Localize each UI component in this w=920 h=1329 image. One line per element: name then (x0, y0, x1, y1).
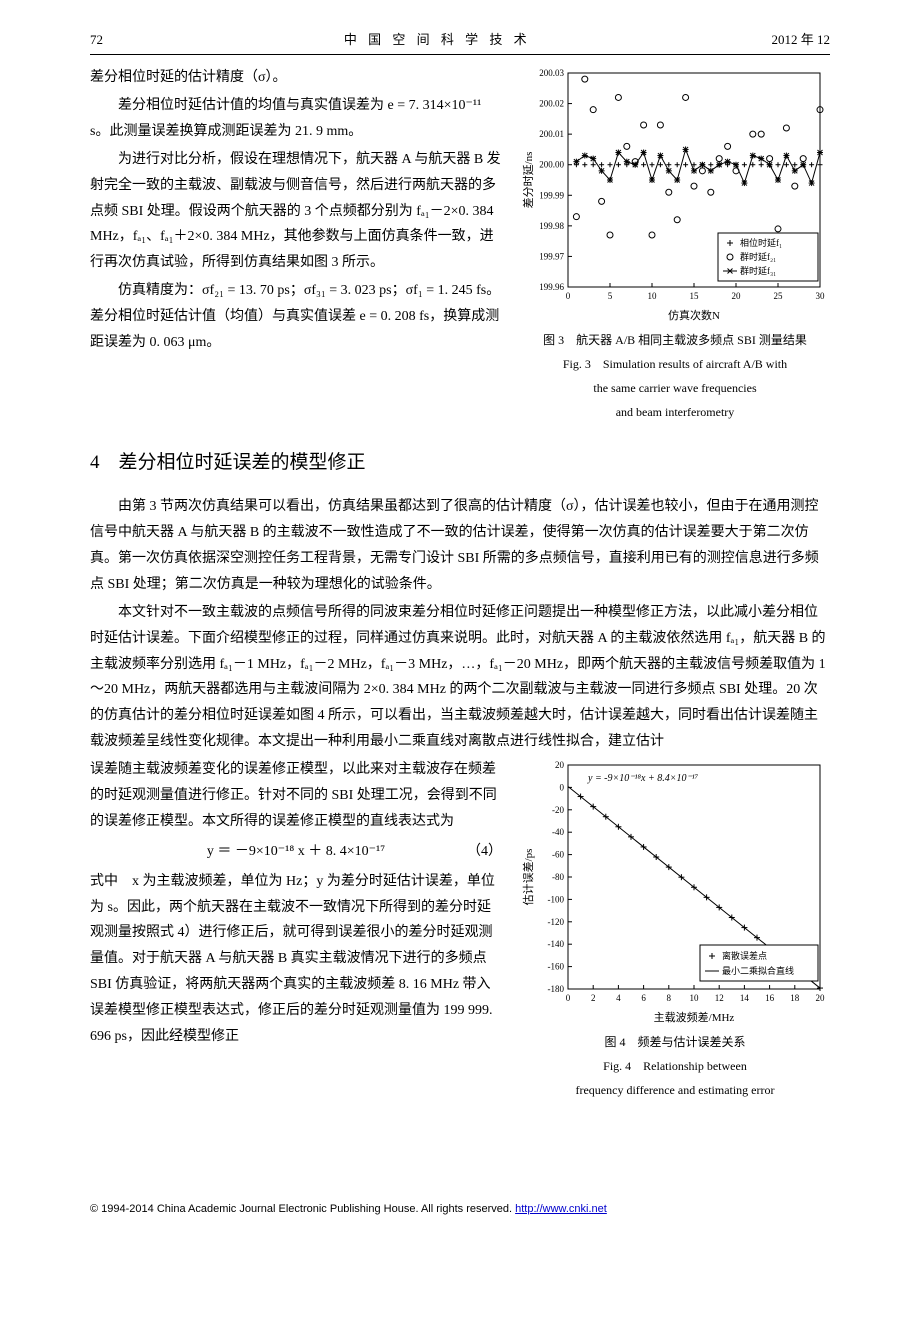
svg-text:离散误差点: 离散误差点 (722, 950, 767, 961)
svg-text:2: 2 (591, 993, 596, 1003)
paragraph: 仿真精度为：σf₂₁ = 13. 70 ps；σf₃₁ = 3. 023 ps；… (90, 278, 502, 356)
svg-text:200.02: 200.02 (539, 99, 564, 109)
svg-text:200.01: 200.01 (539, 129, 564, 139)
svg-text:-120: -120 (548, 917, 565, 927)
svg-text:-40: -40 (552, 827, 564, 837)
upper-content: 差分相位时延的估计精度（σ）。 差分相位时延估计值的均值与真实值误差为 e = … (90, 65, 830, 421)
svg-text:群时延f₃₁: 群时延f₃₁ (740, 265, 776, 276)
svg-text:-20: -20 (552, 805, 564, 815)
svg-text:相位时延f₁: 相位时延f₁ (740, 237, 782, 248)
svg-text:200.03: 200.03 (539, 68, 564, 78)
figure-3-caption-en: and beam interferometry (520, 403, 830, 421)
svg-text:6: 6 (641, 993, 646, 1003)
svg-text:18: 18 (790, 993, 800, 1003)
svg-text:8: 8 (667, 993, 672, 1003)
svg-text:差分时延/ns: 差分时延/ns (521, 152, 535, 209)
svg-text:20: 20 (732, 291, 742, 301)
svg-text:15: 15 (690, 291, 700, 301)
svg-text:4: 4 (616, 993, 621, 1003)
paragraph: 误差随主载波频差变化的误差修正模型，以此来对主载波存在频差的时延观测量值进行修正… (90, 757, 502, 835)
page-header: 72 中 国 空 间 科 学 技 术 2012 年 12 (90, 28, 830, 55)
upper-text-column: 差分相位时延的估计精度（σ）。 差分相位时延估计值的均值与真实值误差为 e = … (90, 65, 502, 421)
figure-3-caption-cn: 图 3 航天器 A/B 相同主载波多频点 SBI 测量结果 (520, 331, 830, 349)
paragraph: 式中 x 为主载波频差，单位为 Hz；y 为差分时延估计误差，单位为 s。因此，… (90, 869, 502, 1050)
svg-text:0: 0 (560, 782, 565, 792)
cnki-link[interactable]: http://www.cnki.net (515, 1203, 607, 1215)
svg-text:-140: -140 (548, 939, 565, 949)
svg-text:0: 0 (566, 291, 571, 301)
figure-3-caption-en: Fig. 3 Simulation results of aircraft A/… (520, 355, 830, 373)
svg-text:5: 5 (608, 291, 613, 301)
svg-text:199.99: 199.99 (539, 190, 564, 200)
figure-3-caption-en: the same carrier wave frequencies (520, 379, 830, 397)
svg-text:-160: -160 (548, 962, 565, 972)
svg-text:200.00: 200.00 (539, 160, 564, 170)
equation-4: y ＝ －9×10⁻¹⁸ x ＋ 8. 4×10⁻¹⁷ （4） (90, 839, 502, 865)
svg-text:20: 20 (816, 993, 826, 1003)
svg-text:20: 20 (555, 760, 565, 770)
section-4-title: 4 差分相位时延误差的模型修正 (90, 445, 830, 480)
lower-text-column: 误差随主载波频差变化的误差修正模型，以此来对主载波存在频差的时延观测量值进行修正… (90, 757, 502, 1052)
paragraph: 为进行对比分析，假设在理想情况下，航天器 A 与航天器 B 发射完全一致的主载波… (90, 147, 502, 276)
equation-number: （4） (467, 839, 502, 865)
paragraph: 由第 3 节两次仿真结果可以看出，仿真结果虽都达到了很高的估计精度（σ），估计误… (90, 494, 830, 598)
figure-4-caption-en: frequency difference and estimating erro… (520, 1081, 830, 1099)
svg-text:-180: -180 (548, 984, 565, 994)
svg-text:0: 0 (566, 993, 571, 1003)
svg-text:12: 12 (715, 993, 724, 1003)
svg-text:最小二乘拟合直线: 最小二乘拟合直线 (722, 965, 794, 976)
copyright-footer: © 1994-2014 China Academic Journal Elect… (90, 1199, 830, 1219)
svg-text:16: 16 (765, 993, 775, 1003)
svg-text:估计误差/ps: 估计误差/ps (521, 849, 535, 906)
figure-4-caption-cn: 图 4 频差与估计误差关系 (520, 1033, 830, 1051)
svg-text:199.96: 199.96 (539, 282, 564, 292)
paragraph: 本文针对不一致主载波的点频信号所得的同波束差分相位时延修正问题提出一种模型修正方… (90, 600, 830, 755)
svg-text:y = -9×10⁻¹⁸x + 8.4×10⁻¹⁷: y = -9×10⁻¹⁸x + 8.4×10⁻¹⁷ (587, 773, 699, 784)
svg-text:10: 10 (648, 291, 658, 301)
figure-3-block: 0 5 10 15 20 25 30 199.96 199.97 199.98 199.99 200.… (520, 65, 830, 421)
figure-4-block: 0 2 4 6 8 10 12 14 16 18 20 -180 -160 -140 -120 -100 -80… (520, 757, 830, 1099)
svg-text:主载波频差/MHz: 主载波频差/MHz (654, 1010, 735, 1024)
page-number: 72 (90, 28, 103, 52)
figure-3-chart: 0 5 10 15 20 25 30 199.96 199.97 199.98 199.99 200.… (520, 65, 830, 325)
journal-title: 中 国 空 间 科 学 技 术 (103, 28, 771, 52)
svg-text:群时延f₂₁: 群时延f₂₁ (740, 251, 776, 262)
svg-text:14: 14 (740, 993, 750, 1003)
svg-text:30: 30 (816, 291, 826, 301)
svg-text:199.98: 199.98 (539, 221, 564, 231)
svg-text:仿真次数N: 仿真次数N (668, 308, 720, 322)
svg-text:199.97: 199.97 (539, 251, 564, 261)
copyright-text: © 1994-2014 China Academic Journal Elect… (90, 1203, 515, 1215)
page-date: 2012 年 12 (771, 28, 830, 52)
svg-text:-80: -80 (552, 872, 564, 882)
equation-body: y ＝ －9×10⁻¹⁸ x ＋ 8. 4×10⁻¹⁷ (207, 844, 385, 859)
lower-content: 误差随主载波频差变化的误差修正模型，以此来对主载波存在频差的时延观测量值进行修正… (90, 757, 830, 1099)
svg-text:-100: -100 (548, 894, 565, 904)
paragraph: 差分相位时延估计值的均值与真实值误差为 e = 7. 314×10⁻¹¹ s。此… (90, 93, 502, 145)
figure-4-chart: 0 2 4 6 8 10 12 14 16 18 20 -180 -160 -140 -120 -100 -80… (520, 757, 830, 1027)
svg-text:25: 25 (774, 291, 784, 301)
figure-4-caption-en: Fig. 4 Relationship between (520, 1057, 830, 1075)
svg-text:-60: -60 (552, 850, 564, 860)
svg-text:10: 10 (690, 993, 700, 1003)
paragraph: 差分相位时延的估计精度（σ）。 (90, 65, 502, 91)
